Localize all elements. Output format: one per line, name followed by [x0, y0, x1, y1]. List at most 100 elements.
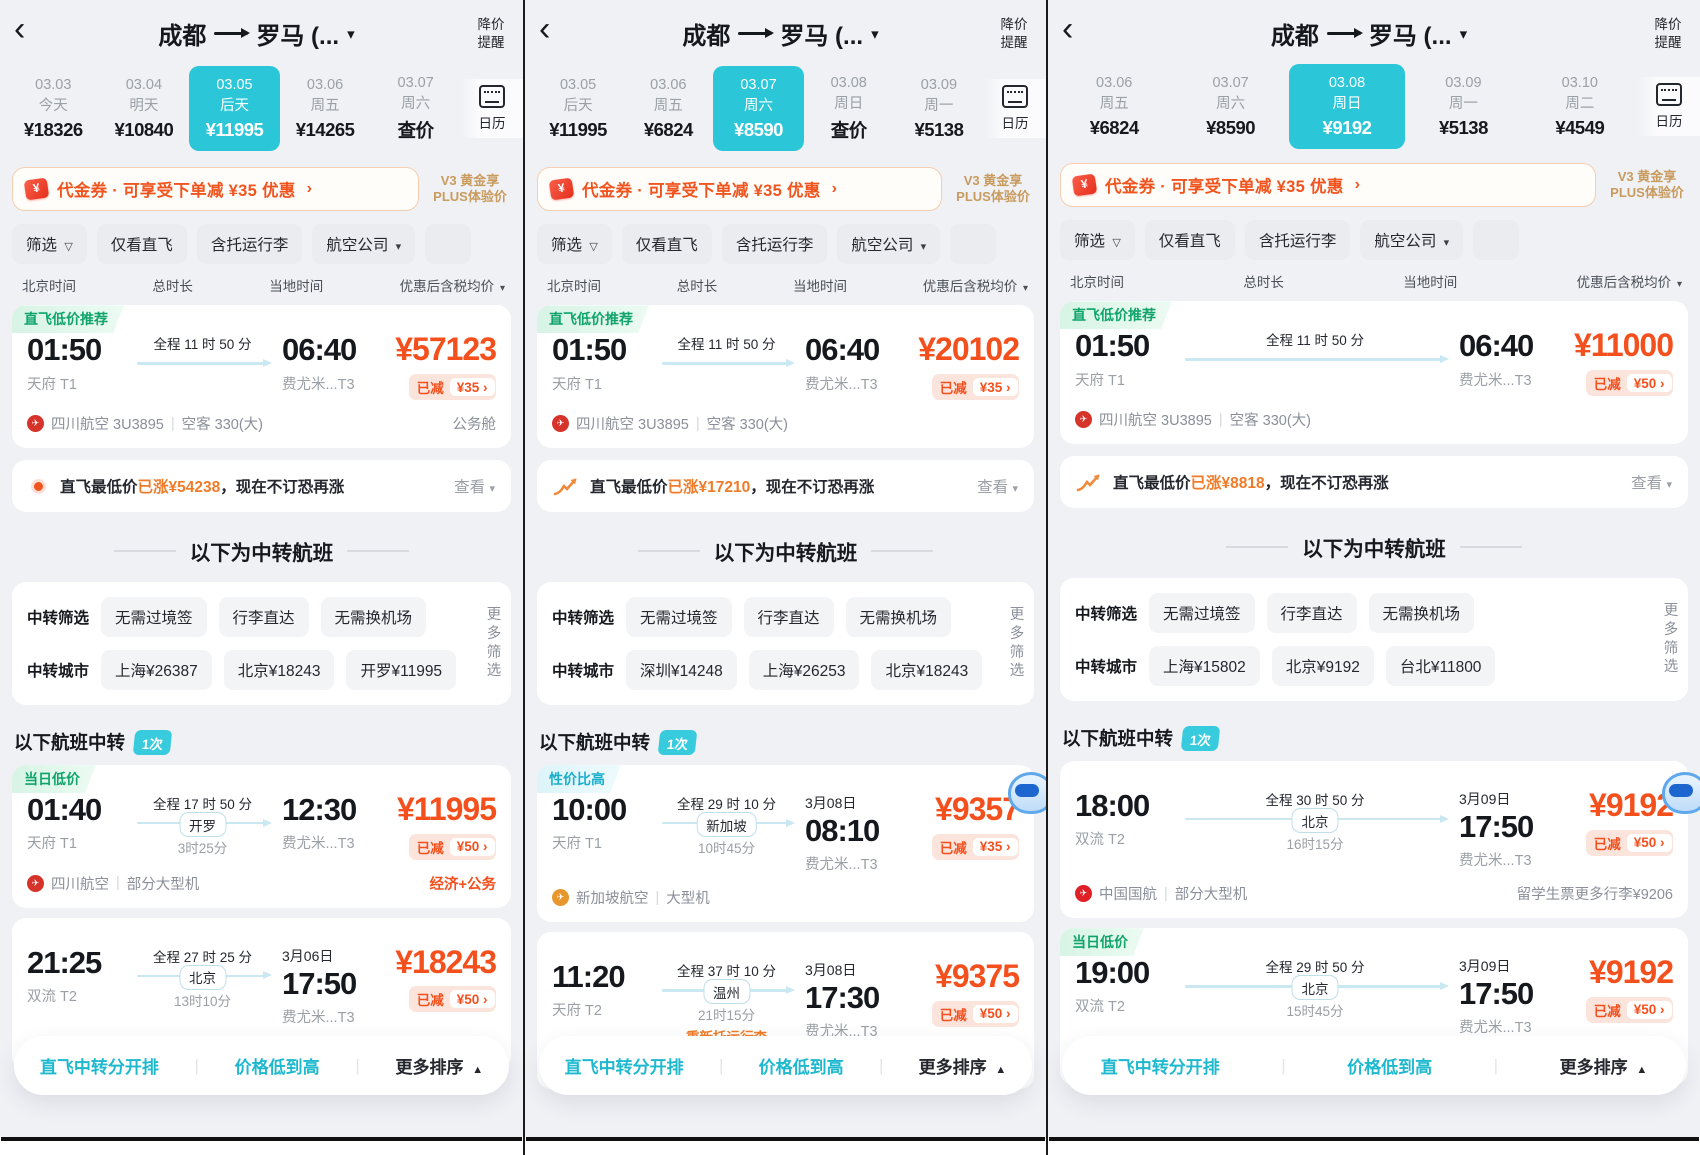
chip-transfer-city[interactable]: 台北¥11800: [1385, 646, 1496, 687]
coupon-banner[interactable]: 代金券 · 可享受下单减 ¥35 优惠 ›: [537, 167, 942, 212]
date-tab-selected[interactable]: 03.08 周日 ¥9192: [1288, 64, 1406, 150]
discount-badge[interactable]: 已减 ¥50 ›: [1586, 370, 1673, 397]
calendar-button[interactable]: 日历: [1638, 77, 1700, 137]
sort-separate-direct-transfer[interactable]: 直飞中转分开排: [564, 1058, 684, 1077]
transfer-flight-card[interactable]: 性价比高 10:00 天府 T1 全程 29 时 10 分 新加坡 10时45分…: [537, 765, 1034, 923]
subheader-price-sort[interactable]: 优惠后含税均价 ▾: [923, 275, 1028, 295]
chip-transfer-city[interactable]: 上海¥26253: [748, 650, 860, 691]
filter-chip-direct-only[interactable]: 仅看直飞: [1144, 220, 1235, 261]
chip-transfer-city[interactable]: 上海¥15802: [1149, 646, 1260, 687]
chip-transfer-city[interactable]: 深圳¥14248: [626, 650, 737, 691]
direct-flight-card[interactable]: 直飞低价推荐 01:50 天府 T1 全程 11 时 50 分 06:40 费尤…: [12, 305, 511, 449]
date-tab[interactable]: 03.09 周一 ¥5138: [1405, 64, 1521, 149]
filter-chip-partial[interactable]: [425, 224, 472, 265]
filter-chip-filter[interactable]: 筛选 ▽: [537, 224, 612, 265]
discount-badge[interactable]: 已减 ¥50 ›: [932, 1000, 1019, 1027]
chip-baggage-through[interactable]: 行李直达: [218, 597, 309, 638]
price-drop-alert-button[interactable]: 降价 提醒: [469, 14, 513, 52]
chip-transfer-city[interactable]: 北京¥18243: [871, 650, 983, 691]
back-button[interactable]: ‹: [539, 10, 551, 48]
date-tab[interactable]: 03.09 周一 ¥5138: [894, 66, 984, 151]
view-button[interactable]: 查看 ▾: [977, 479, 1018, 497]
subheader-price-sort[interactable]: 优惠后含税均价 ▾: [1577, 271, 1682, 291]
date-tab[interactable]: 03.06 周五 ¥14265: [280, 66, 371, 151]
price-rise-notice[interactable]: 直飞最低价已涨¥17210，现在不订恐再涨 查看 ▾: [537, 460, 1034, 513]
chip-transfer-city[interactable]: 北京¥18243: [223, 650, 335, 691]
chip-transfer-city[interactable]: 开罗¥11995: [346, 650, 457, 691]
date-tab-selected[interactable]: 03.05 后天 ¥11995: [189, 66, 280, 152]
date-tab[interactable]: 03.06 周五 ¥6824: [1056, 64, 1172, 149]
date-tab[interactable]: 03.07 周六 查价: [370, 64, 461, 153]
vip-plus-badge[interactable]: V3 黄金享 PLUS体验价: [427, 173, 513, 207]
filter-chip-direct-only[interactable]: 仅看直飞: [621, 224, 712, 265]
ai-assistant-bubble[interactable]: [1008, 772, 1046, 814]
price-drop-alert-button[interactable]: 降价 提醒: [992, 14, 1036, 52]
date-tab[interactable]: 03.05 后天 ¥11995: [533, 66, 623, 151]
filter-chip-checked-baggage[interactable]: 含托运行李: [1244, 220, 1351, 261]
date-tab-selected[interactable]: 03.07 周六 ¥8590: [713, 66, 804, 152]
transfer-flight-card[interactable]: 当日低价 01:40 天府 T1 全程 17 时 50 分 开罗 3时25分 1…: [12, 765, 511, 908]
price-drop-alert-button[interactable]: 降价 提醒: [1646, 14, 1690, 52]
sort-price-low-to-high[interactable]: 价格低到高: [234, 1058, 320, 1077]
filter-chip-partial[interactable]: [1473, 220, 1520, 261]
filter-chip-airline[interactable]: 航空公司 ▾: [837, 224, 941, 265]
discount-badge[interactable]: 已减 ¥50 ›: [409, 833, 496, 860]
more-filters-button[interactable]: 更多筛选: [1663, 602, 1679, 676]
direct-flight-card[interactable]: 直飞低价推荐 01:50 天府 T1 全程 11 时 50 分 06:40 费尤…: [537, 305, 1034, 449]
filter-chip-partial[interactable]: [950, 224, 997, 265]
discount-badge[interactable]: 已减 ¥35 ›: [932, 374, 1019, 401]
route-title[interactable]: 成都 罗马 (... ▾: [44, 14, 469, 51]
chip-no-transit-visa[interactable]: 无需过境签: [101, 597, 207, 638]
coupon-banner[interactable]: 代金券 · 可享受下单减 ¥35 优惠 ›: [12, 167, 419, 212]
date-tab[interactable]: 03.06 周五 ¥6824: [623, 66, 713, 151]
route-title[interactable]: 成都 罗马 (... ▾: [1092, 14, 1646, 51]
route-title[interactable]: 成都 罗马 (... ▾: [569, 14, 992, 51]
more-filters-button[interactable]: 更多筛选: [1009, 606, 1025, 680]
filter-chip-filter[interactable]: 筛选 ▽: [12, 224, 87, 265]
sort-price-low-to-high[interactable]: 价格低到高: [1347, 1058, 1433, 1077]
view-button[interactable]: 查看 ▾: [454, 479, 495, 497]
date-tab[interactable]: 03.03 今天 ¥18326: [8, 66, 99, 151]
sort-more-options[interactable]: 更多排序 ▲: [918, 1058, 1007, 1077]
price-rise-notice[interactable]: 直飞最低价已涨¥54238，现在不订恐再涨 查看 ▾: [12, 460, 511, 513]
date-tab[interactable]: 03.10 周二 ¥4549: [1522, 64, 1638, 149]
date-tab[interactable]: 03.08 周日 查价: [804, 64, 894, 153]
sort-price-low-to-high[interactable]: 价格低到高: [758, 1058, 844, 1077]
filter-chip-direct-only[interactable]: 仅看直飞: [96, 224, 187, 265]
back-button[interactable]: ‹: [14, 10, 26, 48]
discount-badge[interactable]: 已减 ¥50 ›: [409, 986, 496, 1013]
vip-plus-badge[interactable]: V3 黄金享 PLUS体验价: [1604, 169, 1690, 203]
direct-flight-card[interactable]: 直飞低价推荐 01:50 天府 T1 全程 11 时 50 分 06:40 费尤…: [1060, 301, 1688, 445]
sort-more-options[interactable]: 更多排序 ▲: [395, 1058, 484, 1077]
transfer-flight-card[interactable]: 18:00 双流 T2 全程 30 时 50 分 北京 16时15分 3月09日…: [1060, 761, 1688, 919]
chip-no-airport-change[interactable]: 无需换机场: [845, 597, 952, 638]
chip-baggage-through[interactable]: 行李直达: [1266, 593, 1357, 634]
discount-badge[interactable]: 已减 ¥35 ›: [409, 374, 496, 401]
subheader-price-sort[interactable]: 优惠后含税均价 ▾: [400, 275, 505, 295]
back-button[interactable]: ‹: [1062, 10, 1074, 48]
ai-assistant-bubble[interactable]: [1662, 772, 1700, 814]
chip-transfer-city[interactable]: 北京¥9192: [1271, 646, 1374, 687]
filter-chip-checked-baggage[interactable]: 含托运行李: [196, 224, 303, 265]
chip-no-transit-visa[interactable]: 无需过境签: [626, 597, 732, 638]
chip-baggage-through[interactable]: 行李直达: [743, 597, 834, 638]
filter-chip-filter[interactable]: 筛选 ▽: [1060, 220, 1135, 261]
chip-transfer-city[interactable]: 上海¥26387: [101, 650, 212, 691]
chip-no-airport-change[interactable]: 无需换机场: [1368, 593, 1475, 634]
discount-badge[interactable]: 已减 ¥50 ›: [1586, 829, 1673, 856]
price-rise-notice[interactable]: 直飞最低价已涨¥8818，现在不订恐再涨 查看 ▾: [1060, 456, 1688, 509]
filter-chip-airline[interactable]: 航空公司 ▾: [1360, 220, 1464, 261]
discount-badge[interactable]: 已减 ¥35 ›: [932, 833, 1019, 860]
sort-separate-direct-transfer[interactable]: 直飞中转分开排: [39, 1058, 159, 1077]
sort-more-options[interactable]: 更多排序 ▲: [1559, 1058, 1648, 1077]
view-button[interactable]: 查看 ▾: [1631, 475, 1672, 493]
vip-plus-badge[interactable]: V3 黄金享 PLUS体验价: [950, 173, 1036, 207]
filter-chip-checked-baggage[interactable]: 含托运行李: [721, 224, 828, 265]
calendar-button[interactable]: 日历: [460, 79, 523, 139]
discount-badge[interactable]: 已减 ¥50 ›: [1586, 996, 1673, 1023]
chip-no-airport-change[interactable]: 无需换机场: [320, 597, 427, 638]
sort-separate-direct-transfer[interactable]: 直飞中转分开排: [1100, 1058, 1220, 1077]
calendar-button[interactable]: 日历: [984, 79, 1046, 139]
filter-chip-airline[interactable]: 航空公司 ▾: [312, 224, 416, 265]
more-filters-button[interactable]: 更多筛选: [486, 606, 502, 680]
